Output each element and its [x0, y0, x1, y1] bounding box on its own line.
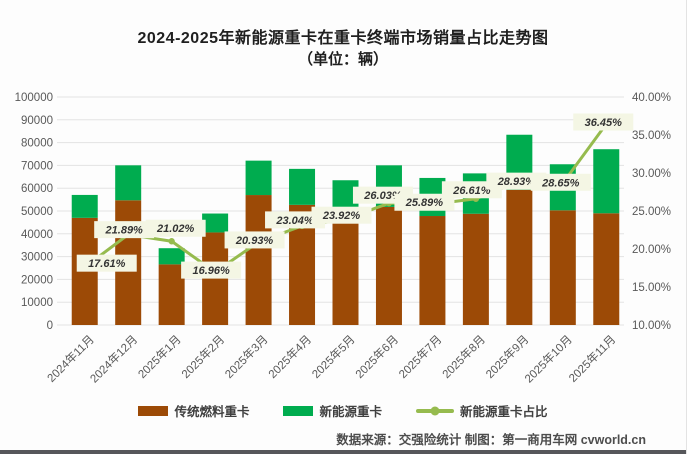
callout-value: 21.89% — [105, 225, 144, 237]
category-label: 2025年1月 — [135, 332, 184, 381]
legend: 传统燃料重卡 新能源重卡 新能源重卡占比 — [0, 401, 686, 420]
left-axis-tick-labels: 0 10000 20000 30000 40000 50000 60000 70000 8000… — [15, 92, 53, 332]
new-energy-bar-segment — [593, 149, 620, 214]
category-label: 2025年3月 — [222, 332, 271, 381]
chart-title: 2024-2025年新能源重卡在重卡终端市场销量占比走势图 — [137, 30, 549, 47]
chart-plot-area: 0 10000 20000 30000 40000 50000 60000 70000 8000… — [15, 92, 671, 386]
right-axis-tick: 30.00% — [632, 168, 671, 180]
traditional-bar-segment — [202, 232, 229, 325]
callout-value: 23.04% — [275, 215, 314, 227]
traditional-bar-swatch-icon — [138, 405, 169, 416]
new-energy-bar-swatch-icon — [283, 405, 314, 416]
callout-value: 23.92% — [322, 210, 361, 222]
callout-value: 36.45% — [585, 117, 623, 129]
new-energy-bar-segment — [71, 194, 98, 218]
share-line-swatch-icon — [416, 406, 454, 415]
right-axis-tick: 25.00% — [632, 206, 671, 218]
callout-box — [145, 219, 206, 237]
left-axis-tick: 40000 — [21, 229, 53, 241]
right-axis-tick: 35.00% — [632, 130, 671, 142]
traditional-bar-segment — [332, 214, 359, 325]
callout-box — [530, 173, 591, 191]
right-axis-tick-labels: 10.00% 15.00% 20.00% 25.00% 30.00% 35.00% 40.0… — [632, 92, 671, 332]
right-axis-tick: 20.00% — [632, 244, 671, 256]
category-label: 2024年12月 — [87, 332, 140, 385]
callout-box — [76, 254, 137, 272]
legend-item-traditional: 传统燃料重卡 — [138, 401, 249, 420]
category-label: 2025年9月 — [483, 332, 532, 381]
right-axis-tick: 15.00% — [632, 282, 671, 294]
new-energy-bar-segment — [115, 165, 142, 201]
left-axis-tick: 80000 — [21, 138, 53, 150]
traditional-bar-segment — [462, 213, 489, 325]
share-line-marker — [168, 238, 175, 245]
category-label: 2025年4月 — [265, 332, 314, 381]
legend-item-share: 新能源重卡占比 — [416, 401, 548, 420]
callout-value: 26.03% — [363, 190, 402, 202]
chart-subtitle: （单位：辆） — [297, 51, 388, 68]
left-axis-tick: 100000 — [15, 92, 53, 104]
right-axis-tick: 10.00% — [632, 320, 671, 332]
new-energy-bar-segment — [158, 248, 185, 265]
traditional-bar-segment — [593, 213, 620, 325]
callout-value: 20.93% — [235, 235, 274, 247]
left-axis-tick: 0 — [47, 320, 53, 332]
legend-label-traditional: 传统燃料重卡 — [174, 405, 250, 419]
callout-value: 16.96% — [192, 265, 230, 277]
callout-box — [573, 113, 634, 131]
legend-item-new-energy: 新能源重卡 — [283, 401, 382, 420]
left-axis-tick: 60000 — [21, 183, 53, 195]
callout-value: 28.93% — [497, 176, 536, 188]
callout-value: 17.61% — [88, 258, 126, 270]
left-axis-tick: 70000 — [21, 160, 53, 172]
share-point-callouts: 17.61% 21.89% 21.02% 16.96% 20.93%23.04% 23.9… — [76, 113, 634, 279]
legend-label-share: 新能源重卡占比 — [460, 405, 548, 419]
callout-box — [94, 221, 155, 239]
new-energy-bar-segment — [245, 160, 272, 196]
category-label: 2025年7月 — [396, 332, 445, 381]
legend-label-new-energy: 新能源重卡 — [319, 405, 382, 419]
callout-value: 21.02% — [156, 223, 195, 235]
traditional-bar-segment — [506, 189, 533, 325]
callout-value: 25.89% — [405, 197, 444, 209]
bottom-border — [0, 450, 686, 454]
category-label: 2025年5月 — [309, 332, 358, 381]
left-axis-tick: 20000 — [21, 274, 53, 286]
category-labels: 2024年11月2024年12月2025年1月2025年2月2025年3月202… — [44, 332, 618, 385]
left-axis-tick: 10000 — [21, 297, 53, 309]
traditional-bar-segment — [158, 264, 185, 325]
callout-box — [181, 261, 242, 279]
callout-value: 26.61% — [452, 185, 491, 197]
callout-box — [224, 231, 285, 249]
callout-box — [265, 211, 326, 229]
category-label: 2025年6月 — [352, 332, 401, 381]
left-axis-tick: 30000 — [21, 252, 53, 264]
left-axis-tick: 90000 — [21, 115, 53, 127]
left-axis-tick: 50000 — [21, 206, 53, 218]
traditional-bar-segment — [549, 210, 576, 325]
traditional-bar-segment — [375, 206, 402, 325]
category-label: 2025年8月 — [439, 332, 488, 381]
callout-box — [311, 206, 372, 224]
share-line-dot-icon — [430, 406, 440, 415]
data-source-note: 数据来源：交强险统计 制图：第一商用车网 cvworld.cn — [336, 433, 646, 447]
traditional-bar-segment — [419, 216, 446, 325]
callout-value: 28.65% — [541, 177, 580, 189]
new-energy-bar-segment — [202, 213, 229, 233]
category-label: 2025年2月 — [178, 332, 227, 381]
callout-box — [394, 193, 455, 211]
category-label: 2025年11月 — [566, 332, 619, 385]
new-energy-bar-segment — [289, 168, 316, 205]
right-axis-tick: 40.00% — [632, 92, 671, 104]
